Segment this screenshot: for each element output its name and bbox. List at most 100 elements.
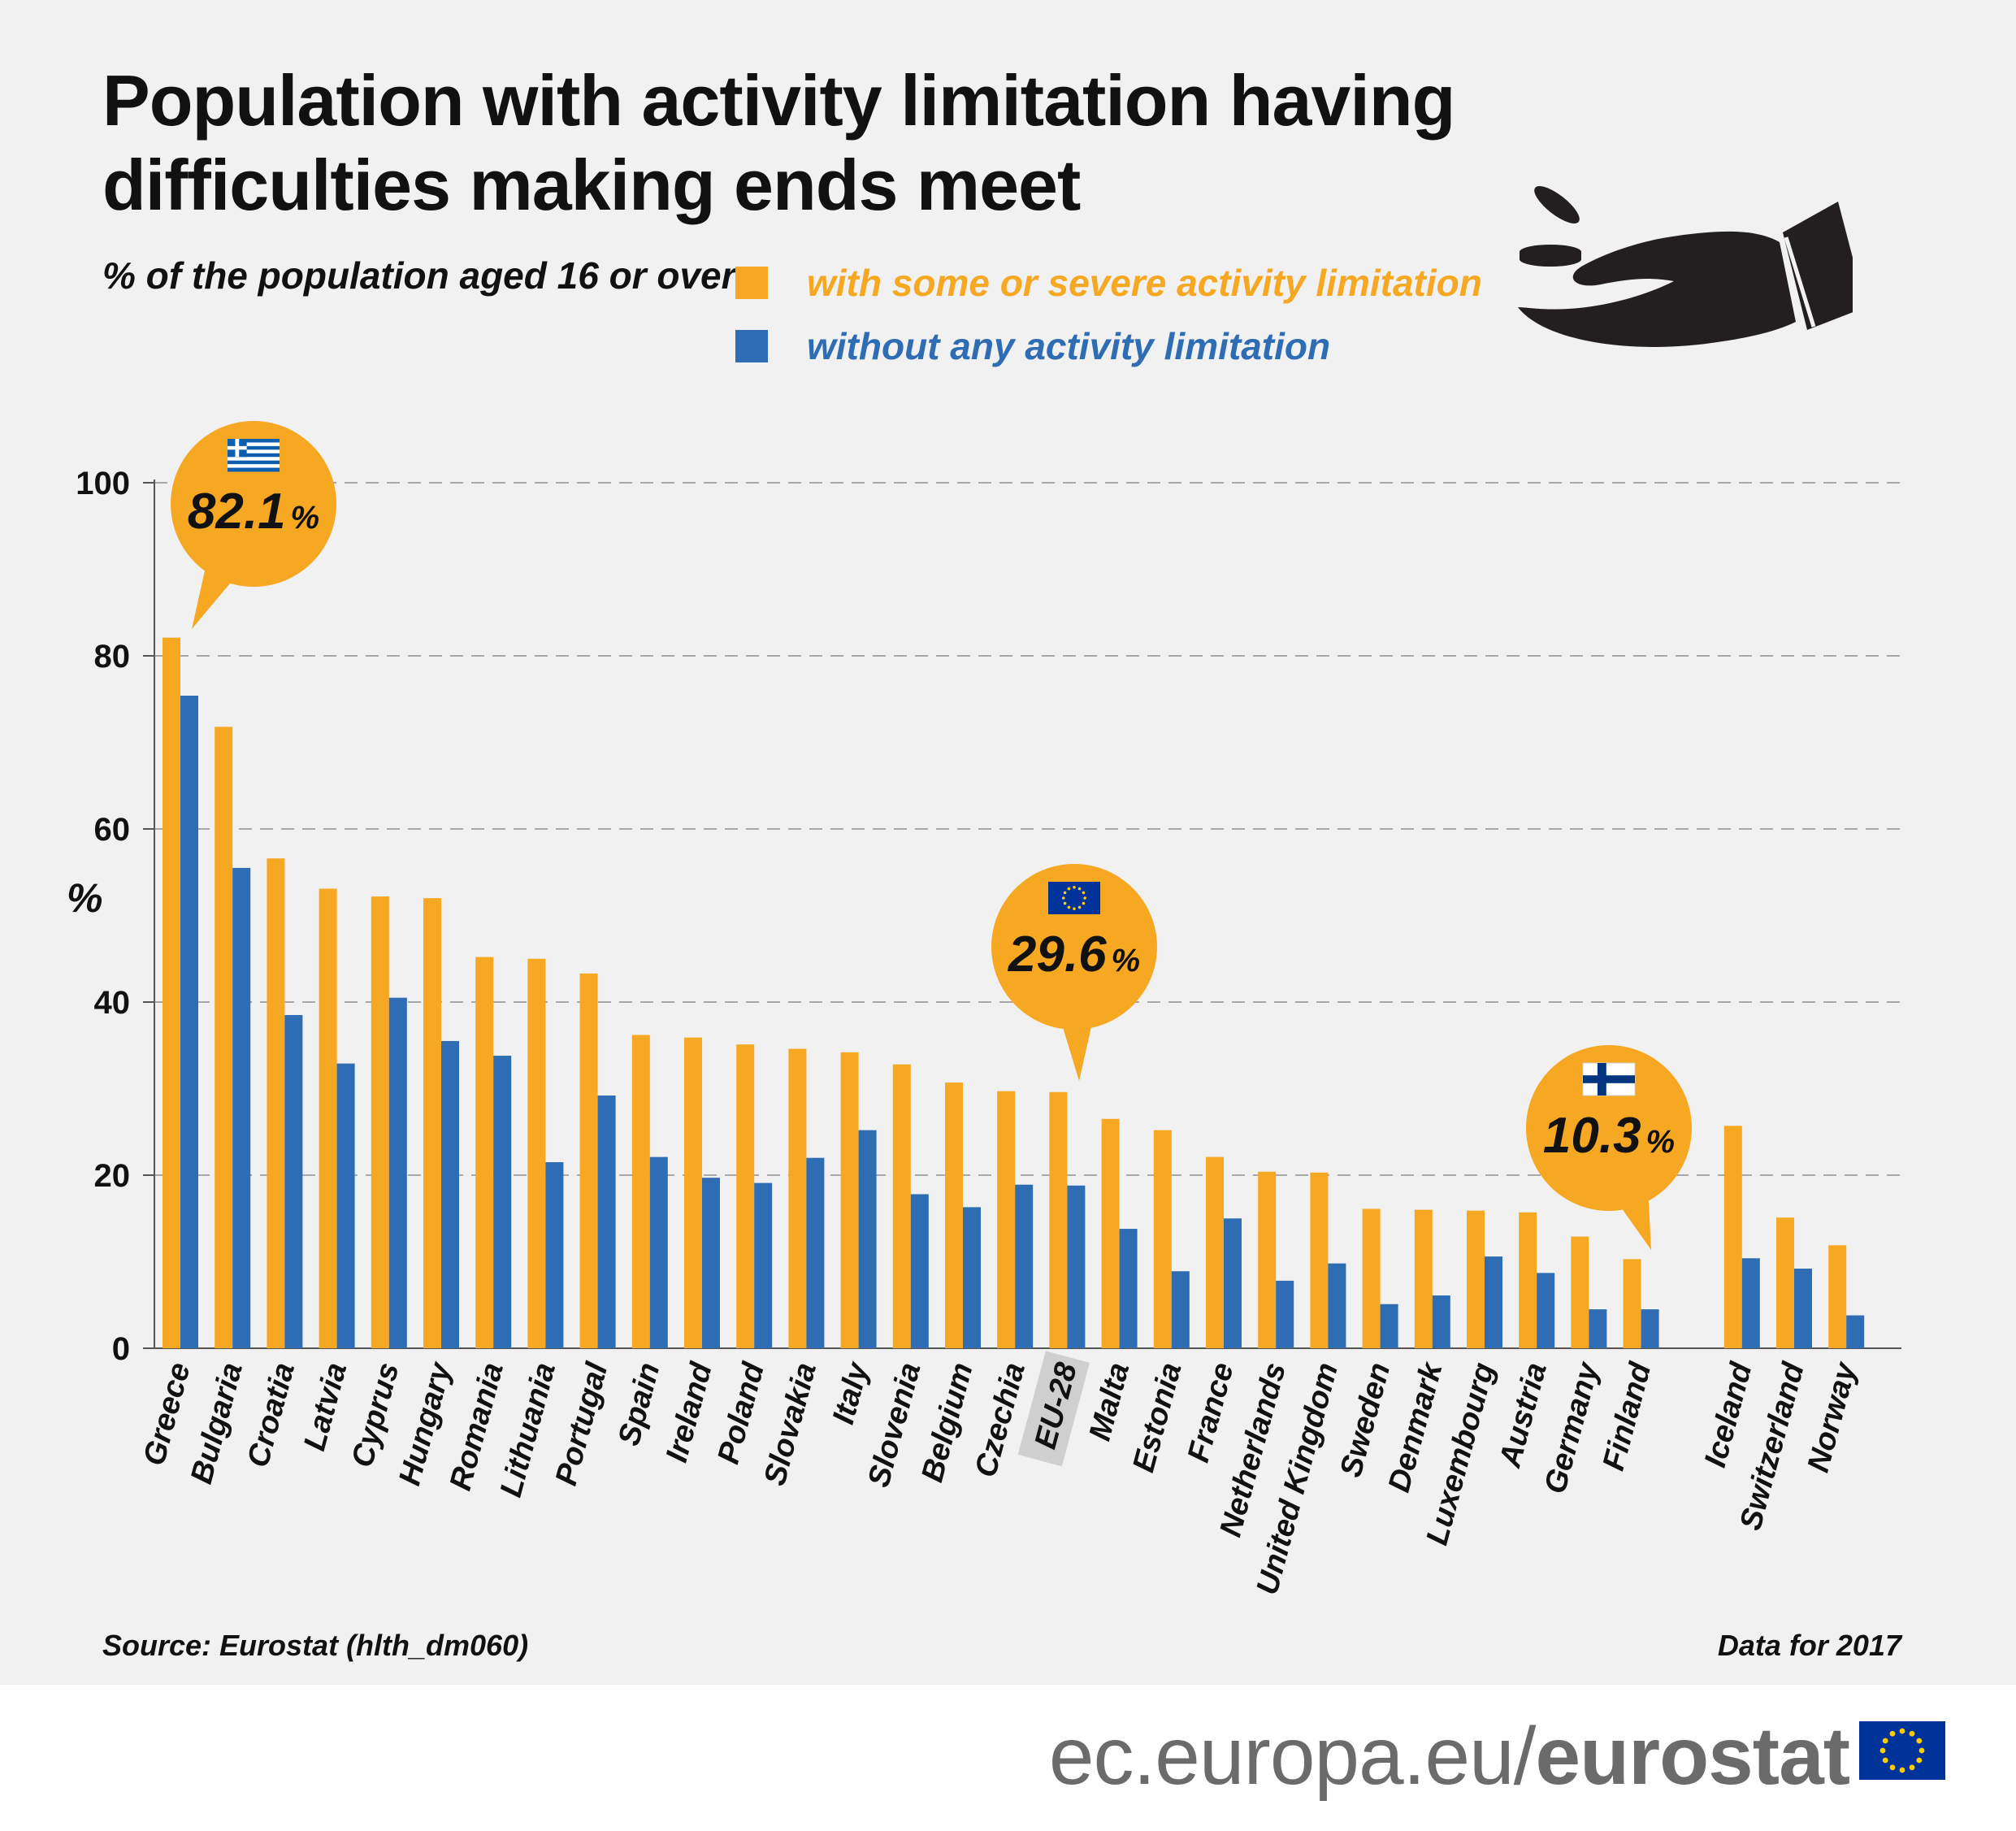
callout-finland: 10.3% (1526, 1045, 1692, 1250)
bar-with-limitation-italy (840, 1052, 859, 1348)
bar-with-limitation-portugal (579, 973, 598, 1348)
bar-with-limitation-poland (736, 1044, 755, 1348)
svg-text:Austria: Austria (1493, 1359, 1554, 1471)
svg-text:France: France (1181, 1359, 1241, 1465)
legend-swatch-blue (735, 330, 768, 362)
svg-text:Spain: Spain (612, 1359, 666, 1449)
bar-without-limitation-france (1224, 1218, 1242, 1348)
bar-without-limitation-finland (1641, 1309, 1659, 1348)
bar-without-limitation-sweden (1380, 1304, 1398, 1348)
bar-with-limitation-sweden (1362, 1208, 1381, 1348)
bar-with-limitation-latvia (319, 888, 337, 1348)
x-tick-label-czechia: Czechia (969, 1359, 1032, 1481)
x-tick-label-iceland: Iceland (1698, 1359, 1759, 1471)
highlight-box (1017, 1351, 1090, 1467)
callout-value: 10.3% (1543, 1108, 1675, 1164)
data-year-note: Data for 2017 (1717, 1629, 1901, 1662)
legend-label-without-limitation: without any activity limitation (807, 325, 1331, 367)
eu-flag-icon (1859, 1721, 1945, 1780)
x-tick-label-malta: Malta (1083, 1359, 1137, 1444)
callout-value: 29.6% (1008, 926, 1140, 983)
x-tick-label-italy: Italy (826, 1358, 876, 1428)
bar-without-limitation-slovakia (806, 1157, 825, 1348)
y-tick-label-100: 100 (76, 466, 130, 501)
bar-without-limitation-denmark (1432, 1295, 1450, 1348)
x-tick-label-cyprus: Cyprus (345, 1359, 405, 1470)
bar-with-limitation-romania (475, 957, 494, 1348)
svg-text:Cyprus: Cyprus (345, 1359, 405, 1470)
bar-without-limitation-greece (180, 695, 198, 1348)
bar-with-limitation-netherlands (1258, 1171, 1277, 1348)
bar-without-limitation-norway (1846, 1315, 1865, 1348)
svg-text:Norway: Norway (1801, 1358, 1864, 1476)
legend-label-with-limitation: with some or severe activity limitation (807, 262, 1482, 304)
callout-value: 82.1% (188, 484, 319, 540)
bar-without-limitation-luxembourg (1485, 1256, 1502, 1348)
x-tick-label-france: France (1181, 1359, 1241, 1465)
greece-flag (228, 439, 280, 472)
bar-without-limitation-austria (1537, 1273, 1555, 1348)
x-tick-label-estonia: Estonia (1126, 1359, 1188, 1475)
bar-without-limitation-cyprus (388, 997, 407, 1348)
bar-without-limitation-romania (493, 1056, 512, 1348)
bar-without-limitation-italy (858, 1130, 877, 1348)
x-tick-label-austria: Austria (1493, 1359, 1554, 1471)
x-tick-label-finland: Finland (1597, 1359, 1658, 1474)
bar-with-limitation-spain (631, 1035, 650, 1348)
bar-without-limitation-poland (754, 1182, 773, 1348)
bar-with-limitation-ireland (684, 1037, 702, 1348)
bar-with-limitation-norway (1828, 1245, 1847, 1348)
y-tick-label-60: 60 (94, 812, 131, 848)
bar-without-limitation-czechia (1015, 1184, 1034, 1348)
bar-without-limitation-ireland (702, 1178, 720, 1348)
bar-with-limitation-denmark (1414, 1209, 1433, 1348)
bar-without-limitation-bulgaria (232, 867, 251, 1348)
svg-text:Finland: Finland (1597, 1359, 1658, 1474)
svg-text:Poland: Poland (712, 1359, 772, 1468)
bar-with-limitation-slovenia (892, 1064, 911, 1348)
chart-title: Population with activity limitation havi… (102, 60, 1455, 225)
svg-text:Italy: Italy (826, 1358, 876, 1428)
x-tick-label-greece: Greece (137, 1359, 197, 1469)
x-tick-label-latvia: Latvia (297, 1359, 353, 1454)
bar-with-limitation-greece (163, 637, 180, 1348)
callout-greece: 82.1% (171, 421, 336, 629)
bar-without-limitation-netherlands (1276, 1280, 1294, 1348)
bar-with-limitation-estonia (1153, 1130, 1172, 1348)
bar-with-limitation-czechia (997, 1091, 1016, 1348)
bar-without-limitation-belgium (963, 1207, 981, 1348)
bar-with-limitation-malta (1101, 1118, 1120, 1348)
footer (0, 1685, 2016, 1831)
bar-with-limitation-cyprus (371, 896, 389, 1348)
bar-with-limitation-lithuania (527, 958, 546, 1348)
bar-without-limitation-united-kingdom (1328, 1263, 1346, 1348)
bar-without-limitation-spain (649, 1156, 668, 1348)
y-tick-label-20: 20 (94, 1158, 131, 1194)
finland-flag (1582, 1062, 1636, 1096)
bar-chart: %020406080100GreeceBulgariaCroatiaLatvia… (67, 421, 1901, 1599)
bar-with-limitation-luxembourg (1467, 1210, 1485, 1348)
svg-text:Malta: Malta (1083, 1359, 1137, 1444)
bar-with-limitation-eu-28 (1049, 1091, 1068, 1348)
svg-text:Latvia: Latvia (297, 1359, 353, 1454)
x-tick-label-norway: Norway (1801, 1358, 1864, 1476)
bar-with-limitation-switzerland (1776, 1217, 1794, 1348)
x-tick-label-spain: Spain (612, 1359, 666, 1449)
x-tick-label-poland: Poland (712, 1359, 772, 1468)
bar-without-limitation-latvia (336, 1063, 355, 1348)
bar-without-limitation-croatia (284, 1014, 303, 1348)
y-tick-label-40: 40 (94, 985, 131, 1021)
bar-with-limitation-hungary (423, 898, 441, 1348)
callout-eu-28: 29.6% (991, 864, 1157, 1081)
x-tick-label-sweden: Sweden (1334, 1359, 1398, 1481)
x-tick-label-croatia: Croatia (241, 1359, 301, 1470)
bar-without-limitation-switzerland (1794, 1269, 1812, 1348)
bar-without-limitation-slovenia (910, 1194, 929, 1348)
bar-with-limitation-croatia (267, 858, 285, 1348)
bar-without-limitation-portugal (597, 1096, 616, 1348)
bar-with-limitation-slovakia (788, 1048, 807, 1348)
bar-without-limitation-lithuania (545, 1162, 564, 1348)
footer-url-prefix: ec.europa.eu/ (1048, 1711, 1537, 1802)
footer-url[interactable]: ec.europa.eu/eurostat (1048, 1710, 1850, 1803)
svg-text:Czechia: Czechia (969, 1359, 1032, 1481)
